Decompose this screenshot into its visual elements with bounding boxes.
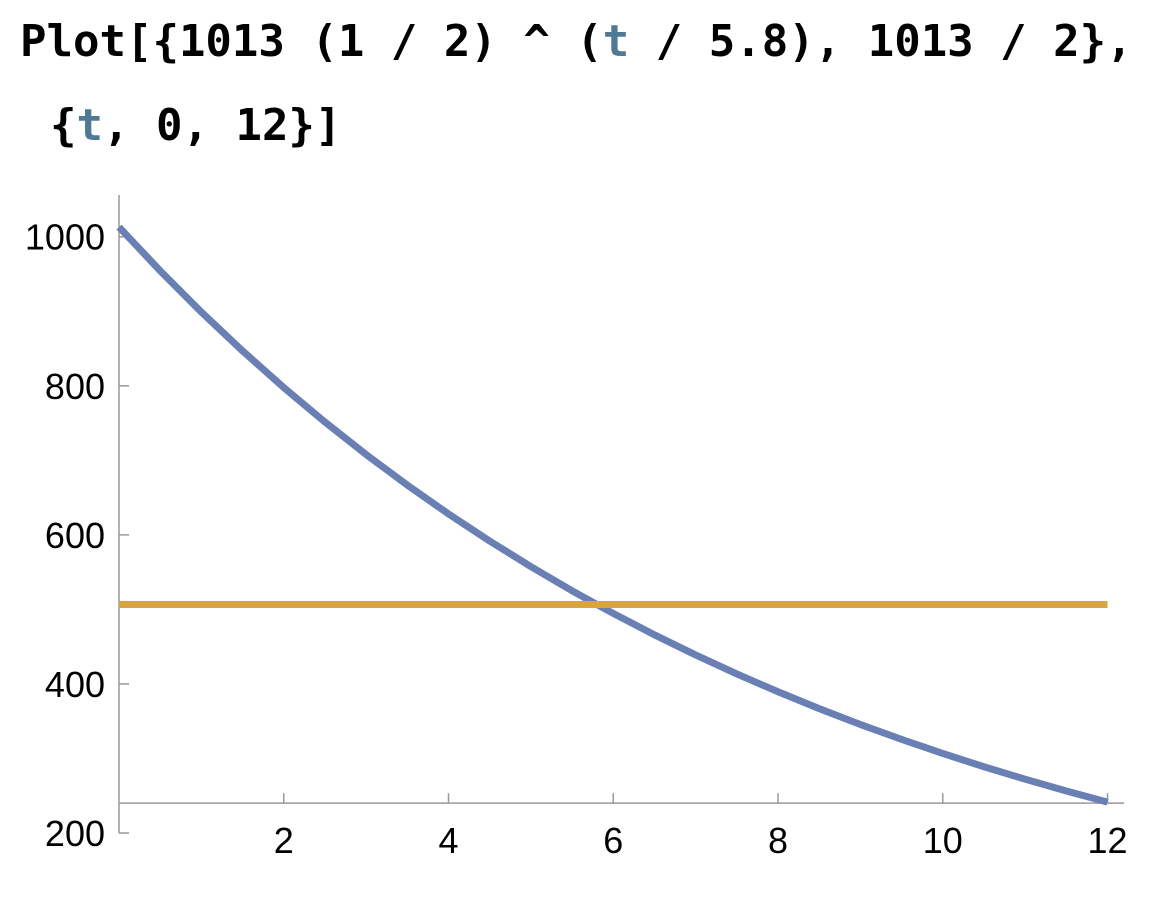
y-tick-label: 400 (45, 664, 105, 705)
code-token: Plot[{1013 (1 / 2) ^ ( (20, 16, 603, 67)
x-tick-label: 6 (603, 820, 623, 861)
x-tick-label: 4 (438, 820, 458, 861)
code-token: { (50, 100, 77, 151)
code-token: , 0, 12}] (103, 100, 341, 151)
x-tick-label: 12 (1088, 820, 1128, 861)
input-line: Plot[{1013 (1 / 2) ^ (t / 5.8), 1013 / 2… (20, 16, 1133, 67)
y-tick-label: 600 (45, 515, 105, 556)
y-tick-label: 1000 (25, 217, 105, 258)
y-tick-label: 200 (45, 813, 105, 854)
input-line: {t, 0, 12}] (50, 100, 341, 151)
x-tick-label: 10 (923, 820, 963, 861)
code-token: t (603, 16, 630, 67)
series-line (116, 224, 1109, 806)
code-token: / 5.8), 1013 / 2}, (629, 16, 1132, 67)
x-tick-label: 8 (768, 820, 788, 861)
y-tick-label: 800 (45, 366, 105, 407)
x-tick-label: 2 (274, 820, 294, 861)
code-token: t (77, 100, 104, 151)
